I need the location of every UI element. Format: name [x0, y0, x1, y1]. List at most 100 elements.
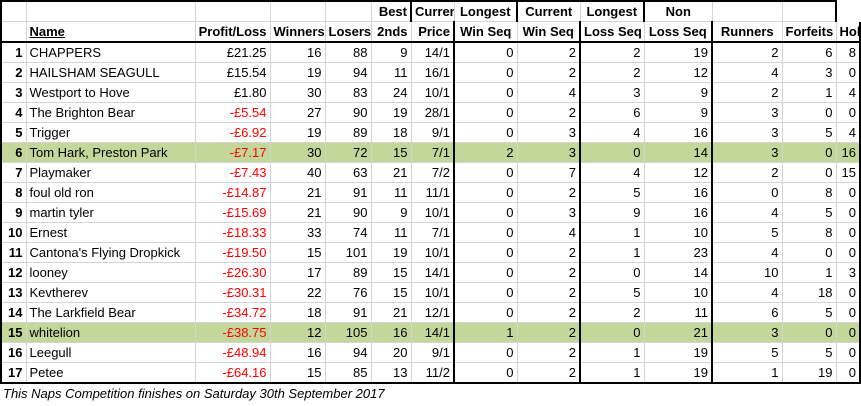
header-name[interactable]: Name [26, 21, 196, 43]
non-runners-cell[interactable]: 6 [712, 302, 783, 323]
best-price-cell[interactable]: 14/1 [411, 322, 455, 343]
forfeits-cell[interactable]: 0 [782, 162, 837, 183]
current-win-seq-cell[interactable]: 0 [454, 182, 518, 203]
forfeits-cell[interactable]: 5 [782, 202, 837, 223]
non-runners-cell[interactable]: 3 [712, 102, 783, 123]
longest-loss-seq-cell[interactable]: 14 [644, 262, 713, 283]
rank-cell[interactable]: 1 [0, 42, 27, 63]
header-cur-loss-seq[interactable]: Loss Seq [580, 21, 645, 43]
current-win-seq-cell[interactable]: 0 [454, 82, 518, 103]
longest-win-seq-cell[interactable]: 2 [517, 42, 581, 63]
winners-cell[interactable]: 30 [270, 82, 326, 103]
current-win-seq-cell[interactable]: 0 [454, 262, 518, 283]
current-win-seq-cell[interactable]: 2 [454, 142, 518, 163]
best-price-cell[interactable]: 9/1 [411, 122, 455, 143]
longest-loss-seq-cell[interactable]: 23 [644, 242, 713, 263]
losers-cell[interactable]: 94 [325, 62, 372, 83]
rank-cell[interactable]: 11 [0, 242, 27, 263]
longest-win-seq-cell[interactable]: 2 [517, 62, 581, 83]
seconds-cell[interactable]: 24 [371, 82, 412, 103]
best-price-cell[interactable]: 7/2 [411, 162, 455, 183]
forfeits-cell[interactable]: 8 [782, 222, 837, 243]
forfeits-cell[interactable]: 0 [782, 242, 837, 263]
current-win-seq-cell[interactable]: 1 [454, 322, 518, 343]
best-price-cell[interactable]: 14/1 [411, 262, 455, 283]
rank-cell[interactable]: 17 [0, 362, 27, 384]
winners-cell[interactable]: 16 [270, 342, 326, 363]
header-seconds[interactable]: 2nds [371, 21, 412, 43]
current-loss-seq-cell[interactable]: 0 [580, 322, 645, 343]
header-cell[interactable] [782, 0, 837, 22]
current-loss-seq-cell[interactable]: 2 [580, 42, 645, 63]
header-cell[interactable] [325, 0, 372, 22]
non-runners-cell[interactable]: 4 [712, 202, 783, 223]
seconds-cell[interactable]: 15 [371, 142, 412, 163]
holiday-cell[interactable]: 0 [836, 342, 861, 363]
best-price-cell[interactable]: 11/2 [411, 362, 455, 384]
rank-cell[interactable]: 10 [0, 222, 27, 243]
current-loss-seq-cell[interactable]: 1 [580, 222, 645, 243]
current-loss-seq-cell[interactable]: 3 [580, 82, 645, 103]
current-win-seq-cell[interactable]: 0 [454, 282, 518, 303]
losers-cell[interactable]: 88 [325, 42, 372, 63]
forfeits-cell[interactable]: 18 [782, 282, 837, 303]
header-cell[interactable] [26, 0, 196, 22]
profit-cell[interactable]: -£5.54 [195, 102, 271, 123]
longest-win-seq-cell[interactable]: 4 [517, 222, 581, 243]
seconds-cell[interactable]: 21 [371, 302, 412, 323]
best-price-cell[interactable]: 7/1 [411, 142, 455, 163]
winners-cell[interactable]: 12 [270, 322, 326, 343]
profit-cell[interactable]: -£19.50 [195, 242, 271, 263]
current-loss-seq-cell[interactable]: 6 [580, 102, 645, 123]
holiday-cell[interactable]: 0 [836, 182, 861, 203]
best-price-cell[interactable]: 9/1 [411, 342, 455, 363]
profit-cell[interactable]: £21.25 [195, 42, 271, 63]
rank-cell[interactable]: 15 [0, 322, 27, 343]
header-non[interactable]: Non [644, 0, 713, 22]
longest-win-seq-cell[interactable]: 2 [517, 302, 581, 323]
longest-loss-seq-cell[interactable]: 12 [644, 62, 713, 83]
header-current-win[interactable]: Current [411, 0, 455, 22]
best-price-cell[interactable]: 7/1 [411, 222, 455, 243]
losers-cell[interactable]: 91 [325, 182, 372, 203]
forfeits-cell[interactable]: 0 [782, 102, 837, 123]
longest-loss-seq-cell[interactable]: 19 [644, 42, 713, 63]
losers-cell[interactable]: 89 [325, 122, 372, 143]
winners-cell[interactable]: 15 [270, 362, 326, 384]
seconds-cell[interactable]: 19 [371, 102, 412, 123]
longest-loss-seq-cell[interactable]: 16 [644, 182, 713, 203]
best-price-cell[interactable]: 10/1 [411, 82, 455, 103]
header-cell[interactable] [0, 21, 27, 43]
current-win-seq-cell[interactable]: 0 [454, 202, 518, 223]
longest-loss-seq-cell[interactable]: 10 [644, 282, 713, 303]
name-cell[interactable]: Petee [26, 362, 196, 384]
non-runners-cell[interactable]: 2 [712, 82, 783, 103]
winners-cell[interactable]: 22 [270, 282, 326, 303]
longest-loss-seq-cell[interactable]: 21 [644, 322, 713, 343]
header-long-win-seq[interactable]: Win Seq [517, 21, 581, 43]
profit-cell[interactable]: £1.80 [195, 82, 271, 103]
name-cell[interactable]: The Brighton Bear [26, 102, 196, 123]
losers-cell[interactable]: 83 [325, 82, 372, 103]
header-cur-win-seq[interactable]: Win Seq [454, 21, 518, 43]
non-runners-cell[interactable]: 10 [712, 262, 783, 283]
header-cell[interactable] [712, 0, 783, 22]
longest-win-seq-cell[interactable]: 2 [517, 282, 581, 303]
best-price-cell[interactable]: 28/1 [411, 102, 455, 123]
rank-cell[interactable]: 13 [0, 282, 27, 303]
current-win-seq-cell[interactable]: 0 [454, 222, 518, 243]
current-loss-seq-cell[interactable]: 0 [580, 262, 645, 283]
profit-cell[interactable]: -£64.16 [195, 362, 271, 384]
losers-cell[interactable]: 85 [325, 362, 372, 384]
longest-loss-seq-cell[interactable]: 9 [644, 82, 713, 103]
current-win-seq-cell[interactable]: 0 [454, 42, 518, 63]
current-loss-seq-cell[interactable]: 1 [580, 362, 645, 384]
holiday-cell[interactable]: 0 [836, 322, 861, 343]
non-runners-cell[interactable]: 5 [712, 222, 783, 243]
forfeits-cell[interactable]: 5 [782, 122, 837, 143]
current-win-seq-cell[interactable]: 0 [454, 102, 518, 123]
header-profit[interactable]: Profit/Loss [195, 21, 271, 43]
non-runners-cell[interactable]: 1 [712, 362, 783, 384]
winners-cell[interactable]: 40 [270, 162, 326, 183]
non-runners-cell[interactable]: 3 [712, 142, 783, 163]
